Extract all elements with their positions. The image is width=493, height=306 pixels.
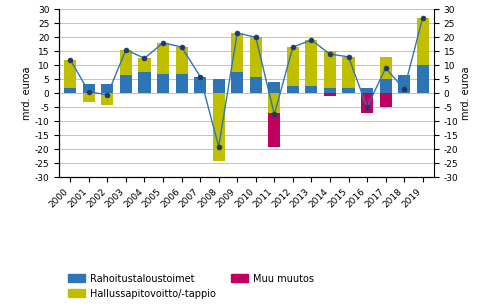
Bar: [64, 60, 76, 88]
Bar: [102, 93, 113, 105]
Bar: [250, 37, 262, 76]
Bar: [64, 88, 76, 93]
Legend: Kokonaismuutos: Kokonaismuutos: [64, 304, 176, 306]
Bar: [176, 47, 188, 74]
Bar: [139, 58, 150, 72]
Bar: [268, 82, 281, 93]
Bar: [380, 57, 391, 79]
Bar: [268, 113, 281, 147]
Bar: [157, 43, 169, 74]
Bar: [212, 79, 225, 93]
Bar: [398, 75, 410, 93]
Bar: [361, 88, 373, 93]
Bar: [380, 93, 391, 107]
Bar: [120, 75, 132, 93]
Bar: [361, 93, 373, 113]
Bar: [176, 74, 188, 93]
Bar: [343, 57, 354, 88]
Bar: [324, 88, 336, 93]
Bar: [380, 79, 391, 93]
Bar: [305, 40, 317, 86]
Bar: [287, 86, 299, 93]
Bar: [250, 76, 262, 93]
Y-axis label: mrd. euroa: mrd. euroa: [461, 67, 471, 120]
Bar: [120, 50, 132, 75]
Bar: [231, 72, 243, 93]
Bar: [324, 51, 336, 88]
Bar: [324, 93, 336, 96]
Bar: [417, 18, 429, 65]
Bar: [305, 86, 317, 93]
Bar: [212, 93, 225, 161]
Bar: [231, 33, 243, 72]
Bar: [83, 84, 95, 93]
Bar: [102, 84, 113, 93]
Bar: [287, 47, 299, 86]
Bar: [268, 93, 281, 113]
Bar: [343, 88, 354, 93]
Bar: [83, 93, 95, 102]
Bar: [139, 72, 150, 93]
Y-axis label: mrd. euroa: mrd. euroa: [22, 67, 32, 120]
Bar: [157, 74, 169, 93]
Bar: [417, 65, 429, 93]
Bar: [194, 76, 206, 93]
